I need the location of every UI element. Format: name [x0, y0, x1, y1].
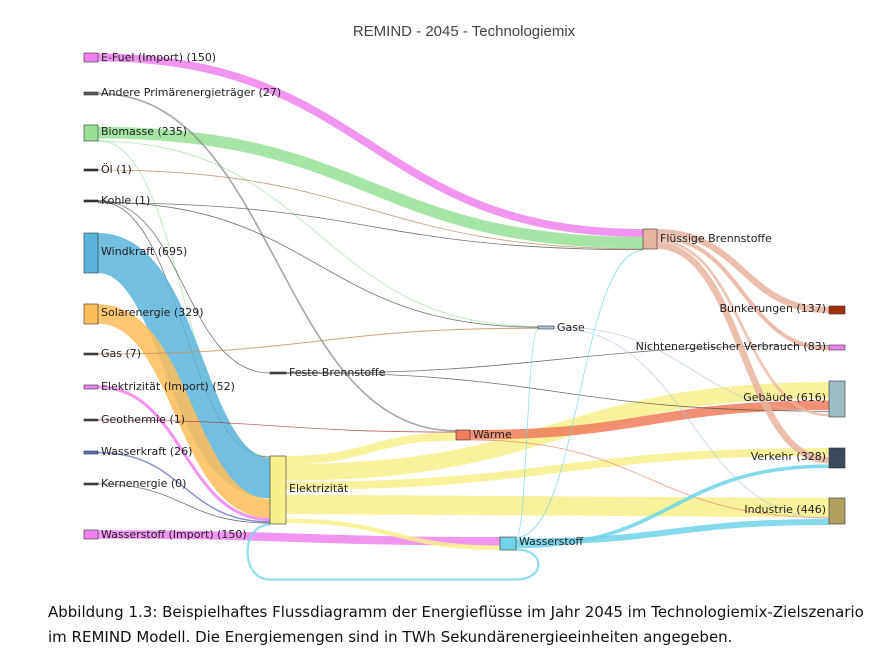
- flow-elek-h2: [285, 518, 501, 550]
- nodes: E-Fuel (Import) (150) Andere Primärenergi…: [83, 51, 846, 551]
- node-label-waerme: Wärme: [473, 428, 512, 441]
- flow-h2-fluessig: [515, 250, 644, 538]
- flow-h2-industrie: [515, 518, 830, 545]
- flow-elimp-elek: [97, 385, 271, 522]
- node-label-industrie: Industrie (446): [744, 503, 826, 516]
- flow-waerme-industrie: [469, 439, 830, 519]
- node-label-geo: Geothermie (1): [101, 413, 185, 426]
- flow-andere-waerme: [97, 92, 457, 432]
- node-oel: [83, 168, 99, 172]
- node-label-bio: Biomasse (235): [101, 125, 187, 138]
- node-solar: [83, 303, 99, 325]
- node-geo: [83, 418, 99, 422]
- node-kern: [83, 482, 99, 486]
- flow-fluessig-gebaeude: [656, 239, 830, 417]
- node-label-wind: Windkraft (695): [101, 245, 187, 258]
- flow-gase-industrie: [553, 327, 830, 519]
- flow-festb-gebaeude: [285, 372, 830, 412]
- node-gas: [83, 352, 99, 356]
- node-kohle: [83, 199, 99, 203]
- flow-kohle-festb: [97, 200, 271, 374]
- node-nev: [828, 344, 846, 351]
- node-elek: [269, 455, 287, 525]
- flow-fluessig-nev: [656, 235, 830, 351]
- node-label-oel: Öl (1): [101, 163, 132, 176]
- node-label-wasserkraft: Wasserkraft (26): [101, 445, 192, 458]
- flow-efuel-fluessig: [97, 53, 644, 237]
- node-label-bunker: Bunkerungen (137): [720, 302, 827, 315]
- node-gase: [537, 325, 555, 330]
- flow-kern-elek: [97, 483, 271, 524]
- flow-solar-elek: [97, 304, 271, 519]
- node-efuel: [83, 52, 99, 63]
- node-label-kohle: Kohle (1): [101, 194, 150, 207]
- node-verkehr: [828, 447, 846, 469]
- sankey-diagram: REMIND - 2045 - Technologiemix E-Fuel (I…: [83, 23, 846, 581]
- node-label-efuel: E-Fuel (Import) (150): [101, 51, 216, 64]
- node-elimp: [83, 384, 99, 390]
- node-label-gebaeude: Gebäude (616): [743, 391, 826, 404]
- flow-h2-gase: [515, 328, 539, 539]
- node-andere: [83, 91, 99, 96]
- node-label-h2: Wasserstoff: [519, 535, 583, 548]
- diagram-title: REMIND - 2045 - Technologiemix: [353, 23, 576, 40]
- node-label-verkehr: Verkehr (328): [751, 450, 826, 463]
- flow-wasserkraft-elek: [97, 451, 271, 523]
- flow-kohle-gase: [97, 201, 539, 328]
- flow-fluessig-verkehr: [656, 242, 830, 464]
- flow-wind-elek: [95, 233, 273, 499]
- node-label-gase: Gase: [557, 321, 585, 334]
- node-label-kern: Kernenergie (0): [101, 477, 186, 490]
- flow-fluessig-bunker: [656, 229, 830, 314]
- flow-gase-gebaeude: [553, 326, 830, 413]
- node-label-elimp: Elektrizität (Import) (52): [101, 380, 235, 393]
- node-gebaeude: [828, 380, 846, 418]
- node-waerme: [455, 429, 471, 441]
- flows: [95, 53, 830, 581]
- node-label-elek: Elektrizität: [289, 482, 349, 495]
- flow-h2-verkehr: [515, 464, 830, 549]
- flow-oel-fluessig: [97, 169, 644, 250]
- node-label-gas: Gas (7): [101, 347, 141, 360]
- flow-elek-verkehr: [285, 447, 830, 490]
- flow-geo-waerme: [97, 419, 457, 433]
- flow-kohle-fluessig: [97, 202, 644, 251]
- flow-festb-nev: [285, 345, 830, 374]
- flow-gas-gase: [97, 327, 539, 355]
- node-label-solar: Solarenergie (329): [101, 306, 204, 319]
- node-h2imp: [83, 529, 99, 540]
- node-label-festb: Feste Brennstoffe: [289, 366, 386, 379]
- node-fluessig: [642, 228, 658, 250]
- node-festb: [269, 371, 287, 375]
- node-label-nev: Nichtenergetischer Verbrauch (83): [636, 340, 826, 353]
- node-wind: [83, 232, 99, 274]
- node-industrie: [828, 497, 846, 525]
- node-bunker: [828, 305, 846, 315]
- flow-elek-waerme: [285, 432, 457, 465]
- figure-caption: Abbildung 1.3: Beispielhaftes Flussdiagr…: [48, 603, 864, 646]
- node-bio: [83, 124, 99, 142]
- node-h2: [499, 536, 517, 551]
- node-wasserkraft: [83, 450, 99, 455]
- flow-h2-elek: [246, 523, 540, 581]
- flow-bio-gase: [97, 140, 539, 327]
- node-label-fluessig: Flüssige Brennstoffe: [660, 232, 772, 245]
- node-label-andere: Andere Primärenergieträger (27): [101, 86, 281, 99]
- node-label-h2imp: Wasserstoff (Import) (150): [101, 528, 247, 541]
